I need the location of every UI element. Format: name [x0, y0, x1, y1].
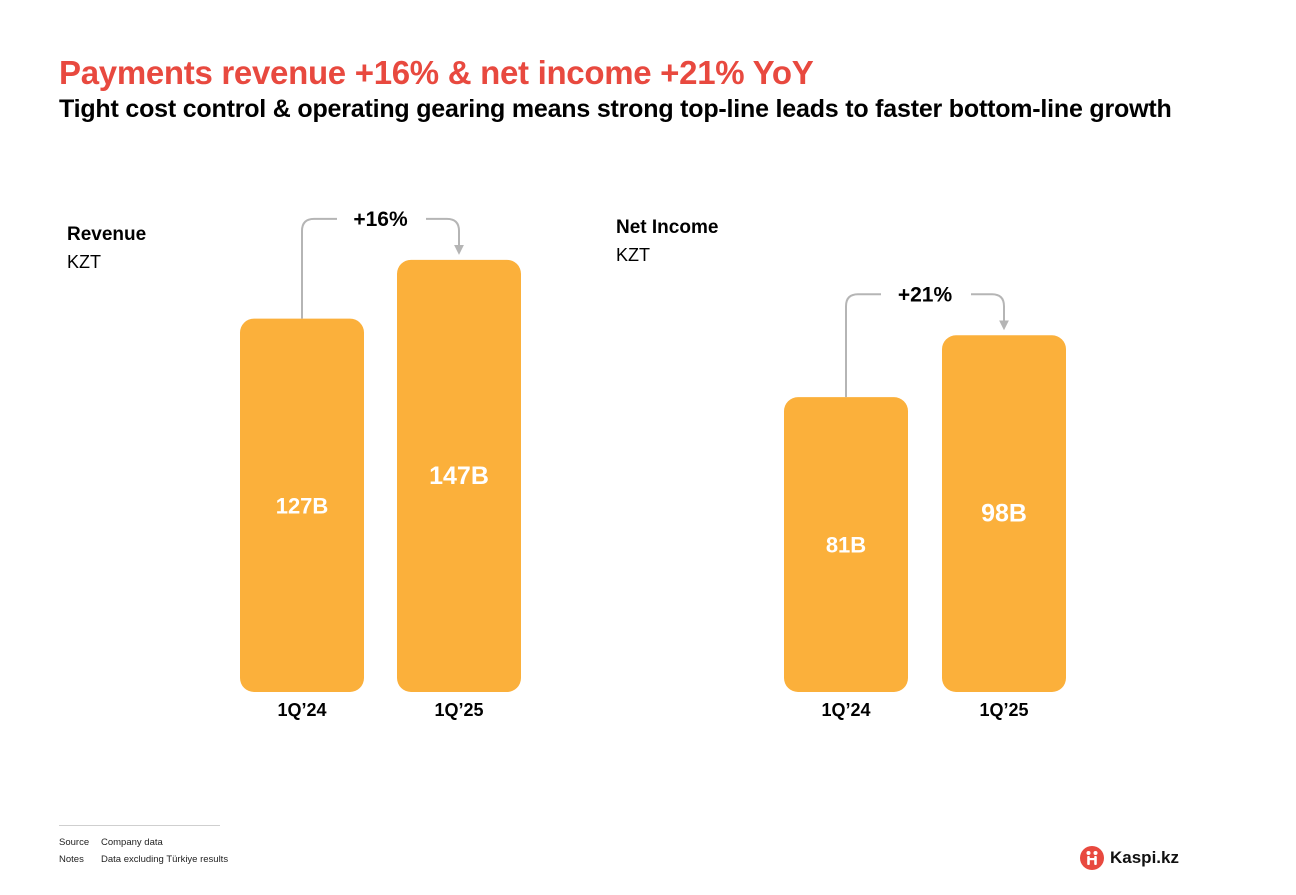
page-subtitle: Tight cost control & operating gearing m…	[59, 95, 1172, 123]
source-label: Source	[59, 837, 90, 848]
footer-divider	[59, 825, 220, 826]
revenue-bar-2	[397, 259, 521, 692]
revenue-category-label-2: 1Q’25	[434, 700, 483, 720]
revenue-chart: 127B 1Q’24 147B 1Q’25 +16%	[240, 208, 521, 720]
net-income-growth-connector-right	[971, 293, 1009, 331]
revenue-value-label-2: 147B	[429, 462, 489, 490]
revenue-value-label-1: 127B	[276, 493, 329, 518]
revenue-panel-title: Revenue	[67, 224, 147, 245]
net-income-growth-label: +21%	[898, 283, 953, 306]
net-income-panel-title: Net Income	[616, 217, 719, 238]
net-income-bar-2	[942, 335, 1066, 692]
notes-text: Data excluding Türkiye results	[101, 854, 229, 865]
net-income-chart: 81B 1Q’24 98B 1Q’25 +21%	[784, 283, 1066, 720]
kaspi-logo-icon	[1080, 846, 1104, 870]
net-income-growth-connector-left	[845, 293, 881, 398]
kaspi-logo: Kaspi.kz	[1080, 846, 1179, 870]
logo-text: Kaspi.kz	[1110, 848, 1179, 867]
net-income-value-label-1: 81B	[826, 533, 866, 558]
net-income-category-label-1: 1Q’24	[821, 700, 870, 720]
net-income-panel-unit: KZT	[616, 245, 650, 265]
notes-label: Notes	[59, 854, 84, 865]
revenue-growth-label: +16%	[353, 208, 408, 231]
revenue-category-label-1: 1Q’24	[277, 700, 326, 720]
revenue-growth-connector-left	[301, 217, 337, 319]
revenue-panel-unit: KZT	[67, 252, 101, 272]
net-income-bar-1	[784, 397, 908, 692]
source-text: Company data	[101, 837, 163, 848]
net-income-value-label-2: 98B	[981, 500, 1027, 528]
page-title: Payments revenue +16% & net income +21% …	[59, 54, 814, 91]
revenue-growth-connector-right	[426, 217, 464, 255]
net-income-category-label-2: 1Q’25	[979, 700, 1028, 720]
revenue-bar-1	[240, 318, 364, 692]
